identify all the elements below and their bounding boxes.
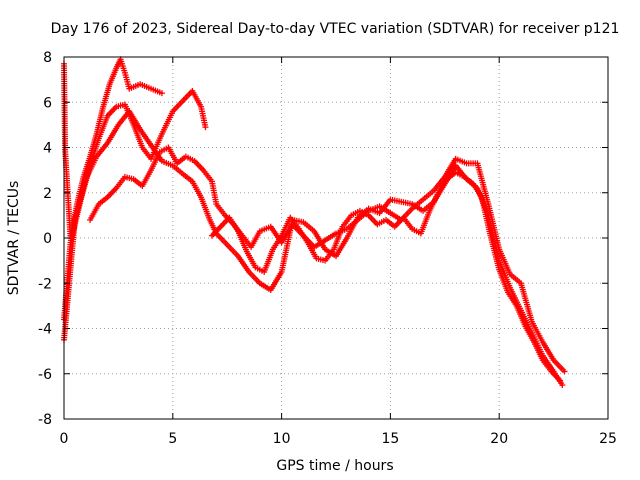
axis-ticks: 0 5 10 15 20 25 -8 -6 -4 -2 0 2 4 6 8	[38, 50, 617, 447]
y-tick-label: -6	[38, 367, 52, 383]
data-point	[202, 124, 209, 131]
y-tick-label: -8	[38, 412, 52, 428]
y-axis-label: SDTVAR / TECUs	[6, 181, 22, 296]
x-tick-label: 0	[60, 431, 69, 447]
data-point	[561, 368, 568, 375]
y-tick-label: 0	[43, 231, 52, 247]
x-axis-label: GPS time / hours	[276, 458, 393, 474]
y-tick-label: 8	[43, 50, 52, 66]
chart-title: Day 176 of 2023, Sidereal Day-to-day VTE…	[51, 21, 620, 37]
y-tick-label: 4	[43, 141, 52, 157]
grid-lines	[64, 57, 608, 419]
data-points	[61, 56, 568, 389]
x-tick-label: 20	[490, 431, 508, 447]
y-tick-label: 6	[43, 95, 52, 111]
y-tick-label: -4	[38, 322, 52, 338]
data-point	[557, 377, 564, 384]
y-tick-label: -2	[38, 276, 52, 292]
data-point	[559, 382, 566, 389]
data-point	[158, 90, 165, 97]
x-tick-label: 25	[599, 431, 617, 447]
y-tick-label: 2	[43, 186, 52, 202]
x-tick-label: 10	[273, 431, 291, 447]
x-tick-label: 15	[381, 431, 399, 447]
x-tick-label: 5	[168, 431, 177, 447]
